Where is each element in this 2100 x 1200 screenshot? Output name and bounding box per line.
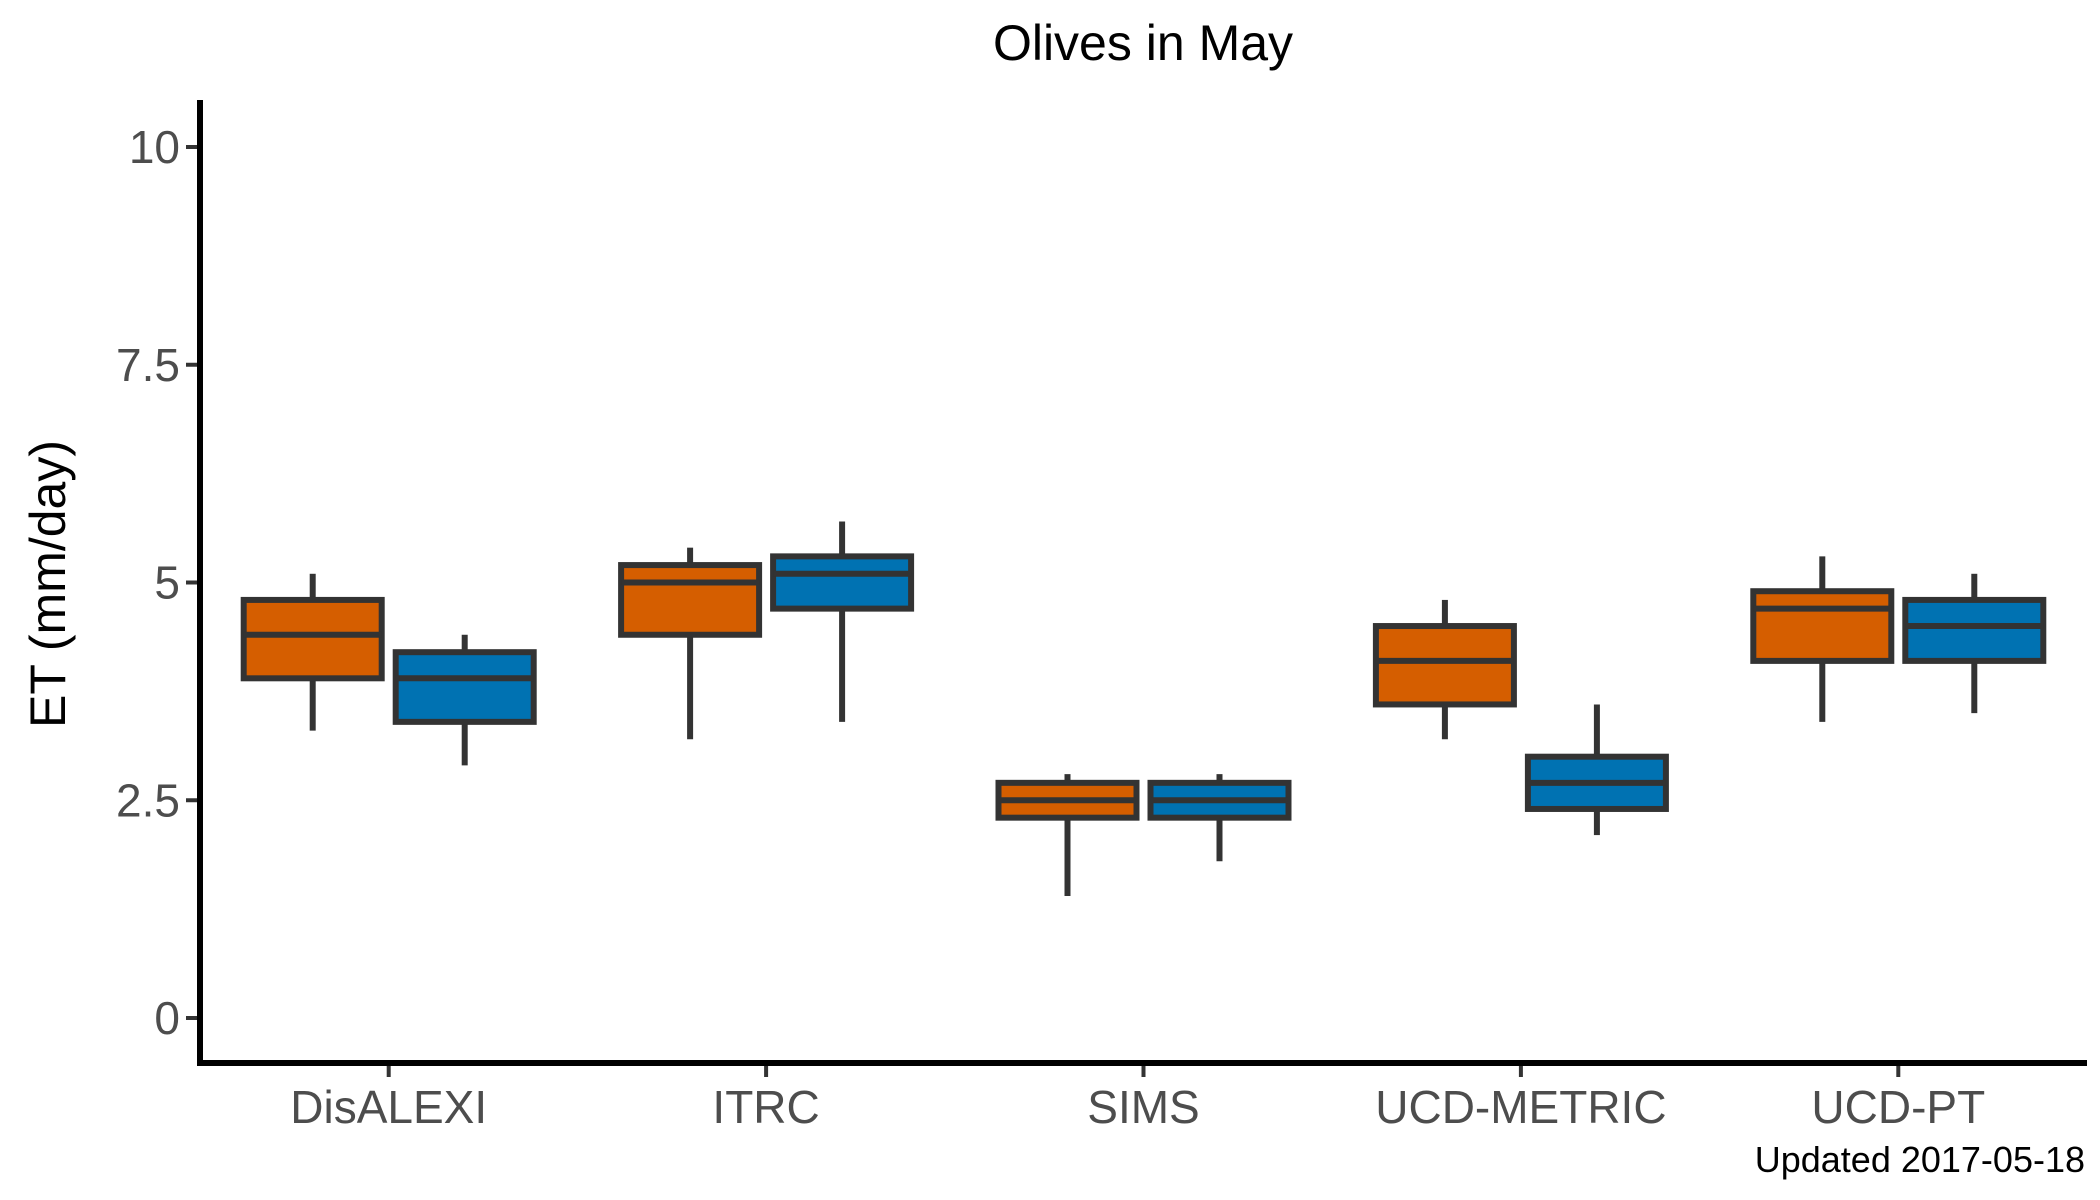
y-tick-label: 10	[129, 121, 180, 173]
box-ucd-metric-2	[1524, 704, 1669, 836]
chart-title: Olives in May	[993, 15, 1293, 71]
box-body	[392, 649, 537, 725]
y-axis-label: ET (mm/day)	[20, 440, 76, 728]
box-body	[1902, 596, 2047, 664]
box-ucd-pt-2	[1902, 573, 2047, 714]
box-layer	[240, 521, 2047, 897]
box-body	[240, 596, 385, 682]
x-tick-layer: DisALEXI ITRC SIMS UCD-METRIC UCD-PT	[290, 1066, 1985, 1133]
box-sims-2	[1147, 774, 1292, 862]
x-tick-label: DisALEXI	[290, 1081, 487, 1133]
box-body	[770, 553, 915, 612]
x-tick-label: UCD-METRIC	[1375, 1081, 1666, 1133]
y-tick-label: 2.5	[116, 774, 180, 826]
box-ucd-pt-1	[1750, 556, 1895, 722]
y-tick-layer: 0 2.5 5 7.5 10	[116, 121, 197, 1044]
box-itrc-2	[770, 521, 915, 722]
box-ucd-metric-1	[1372, 599, 1517, 740]
box-sims-1	[995, 774, 1140, 897]
box-itrc-1	[618, 547, 763, 740]
box-disalexi-1	[240, 573, 385, 731]
x-tick-label: UCD-PT	[1811, 1081, 1985, 1133]
box-disalexi-2	[392, 634, 537, 766]
x-tick-label: SIMS	[1087, 1081, 1199, 1133]
box-body	[618, 562, 763, 638]
x-tick-label: ITRC	[712, 1081, 819, 1133]
y-tick-label: 5	[154, 557, 180, 609]
y-tick-label: 0	[154, 992, 180, 1044]
box-body	[1372, 623, 1517, 708]
box-body	[1750, 588, 1895, 664]
y-tick-label: 7.5	[116, 339, 180, 391]
updated-note: Updated 2017-05-18	[1755, 1139, 2085, 1180]
